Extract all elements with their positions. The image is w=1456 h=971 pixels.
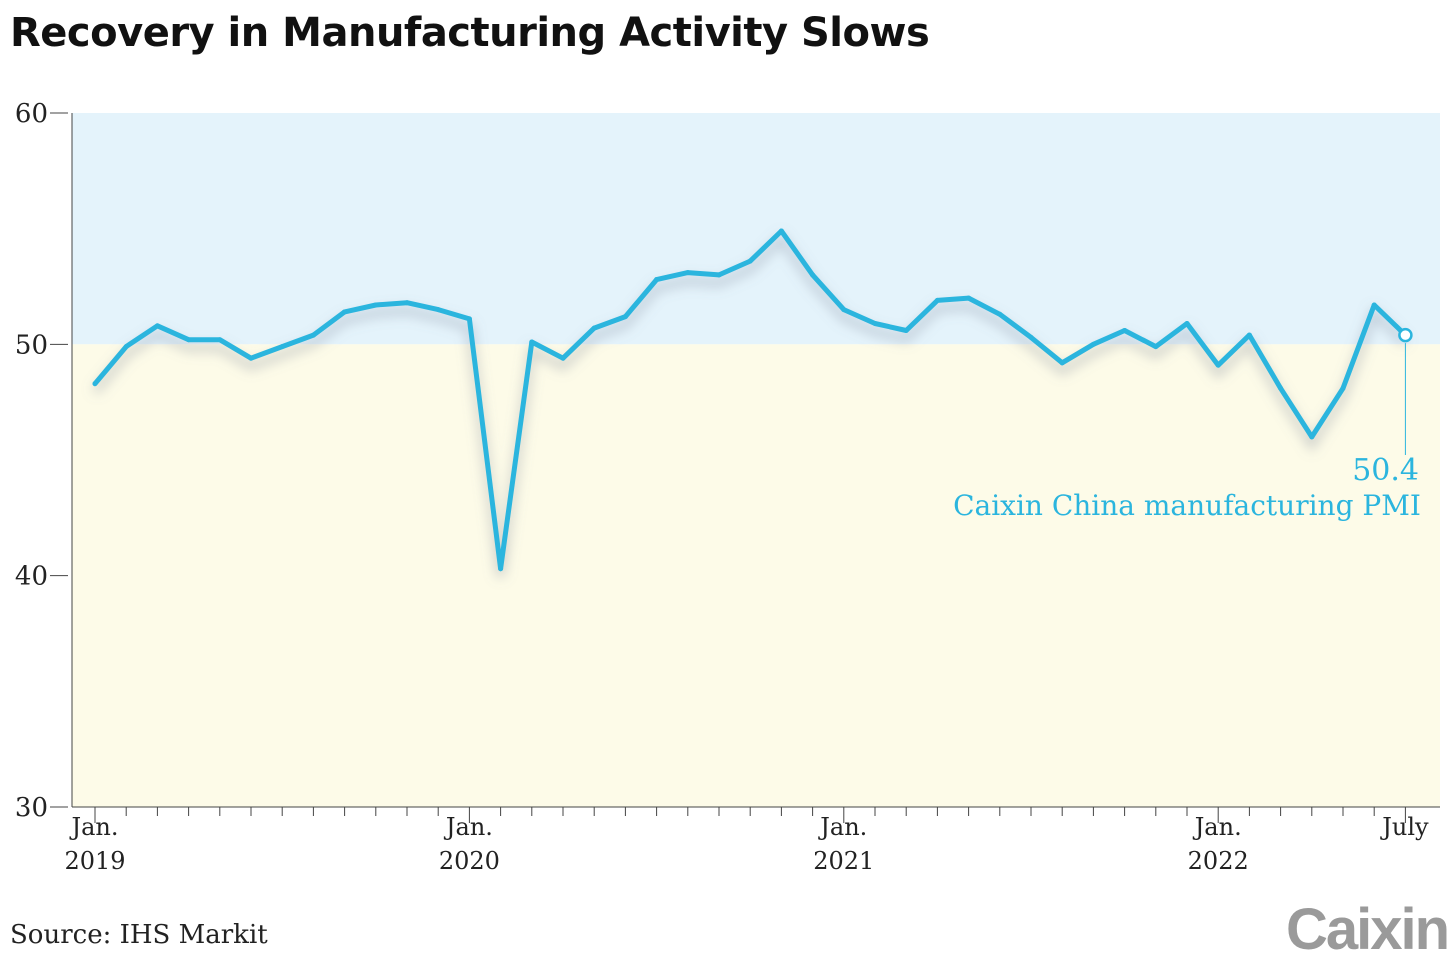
pmi-line-chart: 30 40 50 60 Jan. 2019 Jan. 2020 Jan. 2021 Jan. 202… (15, 99, 1440, 875)
pmi-data-point (123, 344, 129, 350)
pmi-data-point (1371, 302, 1377, 308)
pmi-data-point (342, 309, 348, 315)
pmi-data-point (1028, 334, 1034, 340)
contraction-zone-background (72, 344, 1440, 807)
pmi-data-point (186, 337, 192, 343)
pmi-data-point (466, 316, 472, 322)
y-tick-label: 30 (15, 793, 48, 823)
x-tick-label: Jan. 2019 (64, 813, 125, 875)
pmi-data-point (498, 566, 504, 572)
pmi-data-point (1278, 385, 1284, 391)
pmi-data-point (404, 300, 410, 306)
pmi-data-point (685, 270, 691, 276)
pmi-data-point (154, 323, 160, 329)
pmi-data-point (622, 314, 628, 320)
pmi-data-point (1340, 385, 1346, 391)
pmi-data-point (529, 339, 535, 345)
pmi-data-point (872, 321, 878, 327)
pmi-data-point (1153, 344, 1159, 350)
pmi-data-point (841, 307, 847, 313)
pmi-data-point (654, 277, 660, 283)
x-tick-label-line: Jan. (443, 813, 493, 841)
pmi-data-point (217, 337, 223, 343)
pmi-data-point (966, 295, 972, 301)
pmi-data-point (310, 332, 316, 338)
pmi-data-point (1246, 332, 1252, 338)
expansion-zone-background (72, 113, 1440, 345)
chart-title: Recovery in Manufacturing Activity Slows (10, 10, 930, 56)
pmi-data-point (1215, 362, 1221, 368)
x-tick-label-line: 2021 (813, 847, 874, 875)
x-tick-label-line: Jan. (68, 813, 118, 841)
x-tick-label: Jan. 2021 (813, 813, 874, 875)
x-tick-label-line: 2022 (1188, 847, 1249, 875)
pmi-data-point (747, 258, 753, 264)
pmi-data-point (248, 355, 254, 361)
pmi-data-point (778, 228, 784, 234)
pmi-data-point (279, 344, 285, 350)
pmi-line-shadow (91, 232, 1409, 578)
x-tick-label: Jan. 2020 (439, 813, 500, 875)
pmi-data-point (716, 272, 722, 278)
y-tick-label: 60 (15, 99, 48, 129)
pmi-data-point (810, 272, 816, 278)
source-note: Source: IHS Markit (10, 920, 268, 950)
y-tick-label: 50 (15, 330, 48, 360)
pmi-data-point (997, 311, 1003, 317)
pmi-data-points (92, 228, 1408, 572)
y-tick-label: 40 (15, 562, 48, 592)
pmi-data-point (1184, 321, 1190, 327)
x-tick-label-line: Jan. (1192, 813, 1242, 841)
pmi-data-point (435, 307, 441, 313)
x-tick-label-line: 2020 (439, 847, 500, 875)
pmi-data-point (1090, 341, 1096, 347)
pmi-data-point (373, 302, 379, 308)
x-axis: Jan. 2019 Jan. 2020 Jan. 2021 Jan. 2022 July (64, 806, 1440, 875)
y-axis: 30 40 50 60 (15, 99, 73, 823)
x-tick-label-line: July (1379, 813, 1429, 841)
pmi-data-point (1309, 434, 1315, 440)
pmi-data-point (1122, 327, 1128, 333)
pmi-data-point (934, 297, 940, 303)
pmi-data-point (92, 381, 98, 387)
latest-value-marker (1398, 327, 1413, 343)
series-name-label: Caixin China manufacturing PMI (953, 489, 1421, 522)
pmi-data-point (591, 325, 597, 331)
x-tick-label: Jan. 2022 (1188, 813, 1249, 875)
pmi-data-point (560, 355, 566, 361)
latest-value-label: 50.4 (1352, 453, 1419, 488)
x-tick-label: July (1379, 813, 1429, 841)
pmi-data-point (903, 327, 909, 333)
pmi-data-point (1059, 360, 1065, 366)
x-tick-label-line: Jan. (817, 813, 867, 841)
x-tick-label-line: 2019 (64, 847, 125, 875)
caixin-logo: Caixin (1285, 897, 1450, 962)
